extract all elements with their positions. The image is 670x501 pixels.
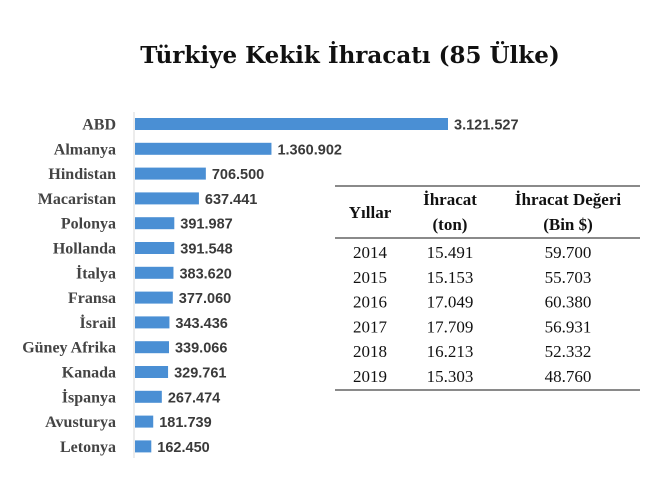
bar (135, 415, 154, 428)
table-cell: 15.303 (427, 367, 474, 386)
data-label: 343.436 (175, 316, 227, 332)
data-label: 181.739 (159, 415, 211, 431)
table-cell: 15.491 (427, 243, 474, 262)
category-label: Hollanda (53, 241, 116, 258)
category-label: Avusturya (45, 414, 116, 431)
table-cell: 48.760 (545, 367, 592, 386)
table-cell: 60.380 (545, 293, 592, 312)
bar (135, 440, 152, 453)
category-label: İspanya (62, 387, 116, 406)
table-cell: 17.049 (427, 293, 474, 312)
data-label: 162.450 (157, 440, 209, 456)
data-label: 1.360.902 (277, 142, 342, 158)
bar (135, 118, 448, 130)
bar (135, 242, 175, 254)
bar (135, 341, 169, 354)
category-label: Fransa (68, 290, 116, 307)
table-cell: 2019 (353, 367, 387, 386)
bar (135, 266, 174, 279)
bar (135, 390, 162, 403)
table-header: İhracat (423, 190, 477, 209)
table-cell: 2015 (353, 268, 387, 287)
category-label: ABD (82, 117, 116, 134)
table-cell: 56.931 (545, 317, 592, 336)
table-cell: 52.332 (545, 342, 592, 361)
data-label: 391.548 (180, 242, 232, 258)
category-label: Kanada (62, 365, 116, 382)
category-label: İtalya (76, 263, 116, 282)
bar (135, 366, 169, 378)
table-cell: 16.213 (427, 342, 474, 361)
category-label: İsrail (80, 313, 117, 332)
table-cell: 15.153 (427, 268, 474, 287)
bar (135, 316, 170, 329)
category-label: Güney Afrika (22, 340, 116, 357)
bar (135, 142, 272, 155)
chart-title: Türkiye Kekik İhracatı (85 Ülke) (140, 41, 560, 69)
bar (135, 192, 199, 205)
data-label: 637.441 (205, 192, 257, 208)
data-label: 706.500 (212, 167, 264, 183)
export-table: Yıllar İhracat (ton) İhracat Değeri (Bin $) 2… (335, 185, 640, 391)
table-cell: 2014 (353, 243, 388, 262)
table-header: (ton) (433, 215, 468, 234)
table-cell: 2016 (353, 293, 387, 312)
bar (135, 167, 206, 180)
table-cell: 59.700 (545, 243, 592, 262)
category-label: Almanya (54, 141, 116, 158)
table-cell: 17.709 (427, 317, 474, 336)
table-header: (Bin $) (543, 215, 593, 234)
data-label: 391.987 (180, 217, 232, 233)
data-label: 267.474 (168, 390, 220, 406)
category-label: Letonya (60, 439, 116, 456)
category-label: Hindistan (48, 166, 116, 183)
category-label: Macaristan (38, 191, 116, 208)
bar (135, 217, 175, 230)
table-header: İhracat Değeri (515, 190, 621, 209)
category-label: Polonya (61, 216, 116, 233)
data-label: 377.060 (179, 291, 231, 307)
data-label: 339.066 (175, 341, 227, 357)
bar (135, 291, 173, 304)
table-cell: 55.703 (545, 268, 592, 287)
table-header: Yıllar (349, 203, 392, 222)
data-label: 3.121.527 (454, 118, 519, 134)
data-label: 383.620 (179, 266, 231, 282)
table-cell: 2018 (353, 342, 387, 361)
table-cell: 2017 (353, 317, 388, 336)
data-label: 329.761 (174, 366, 226, 382)
